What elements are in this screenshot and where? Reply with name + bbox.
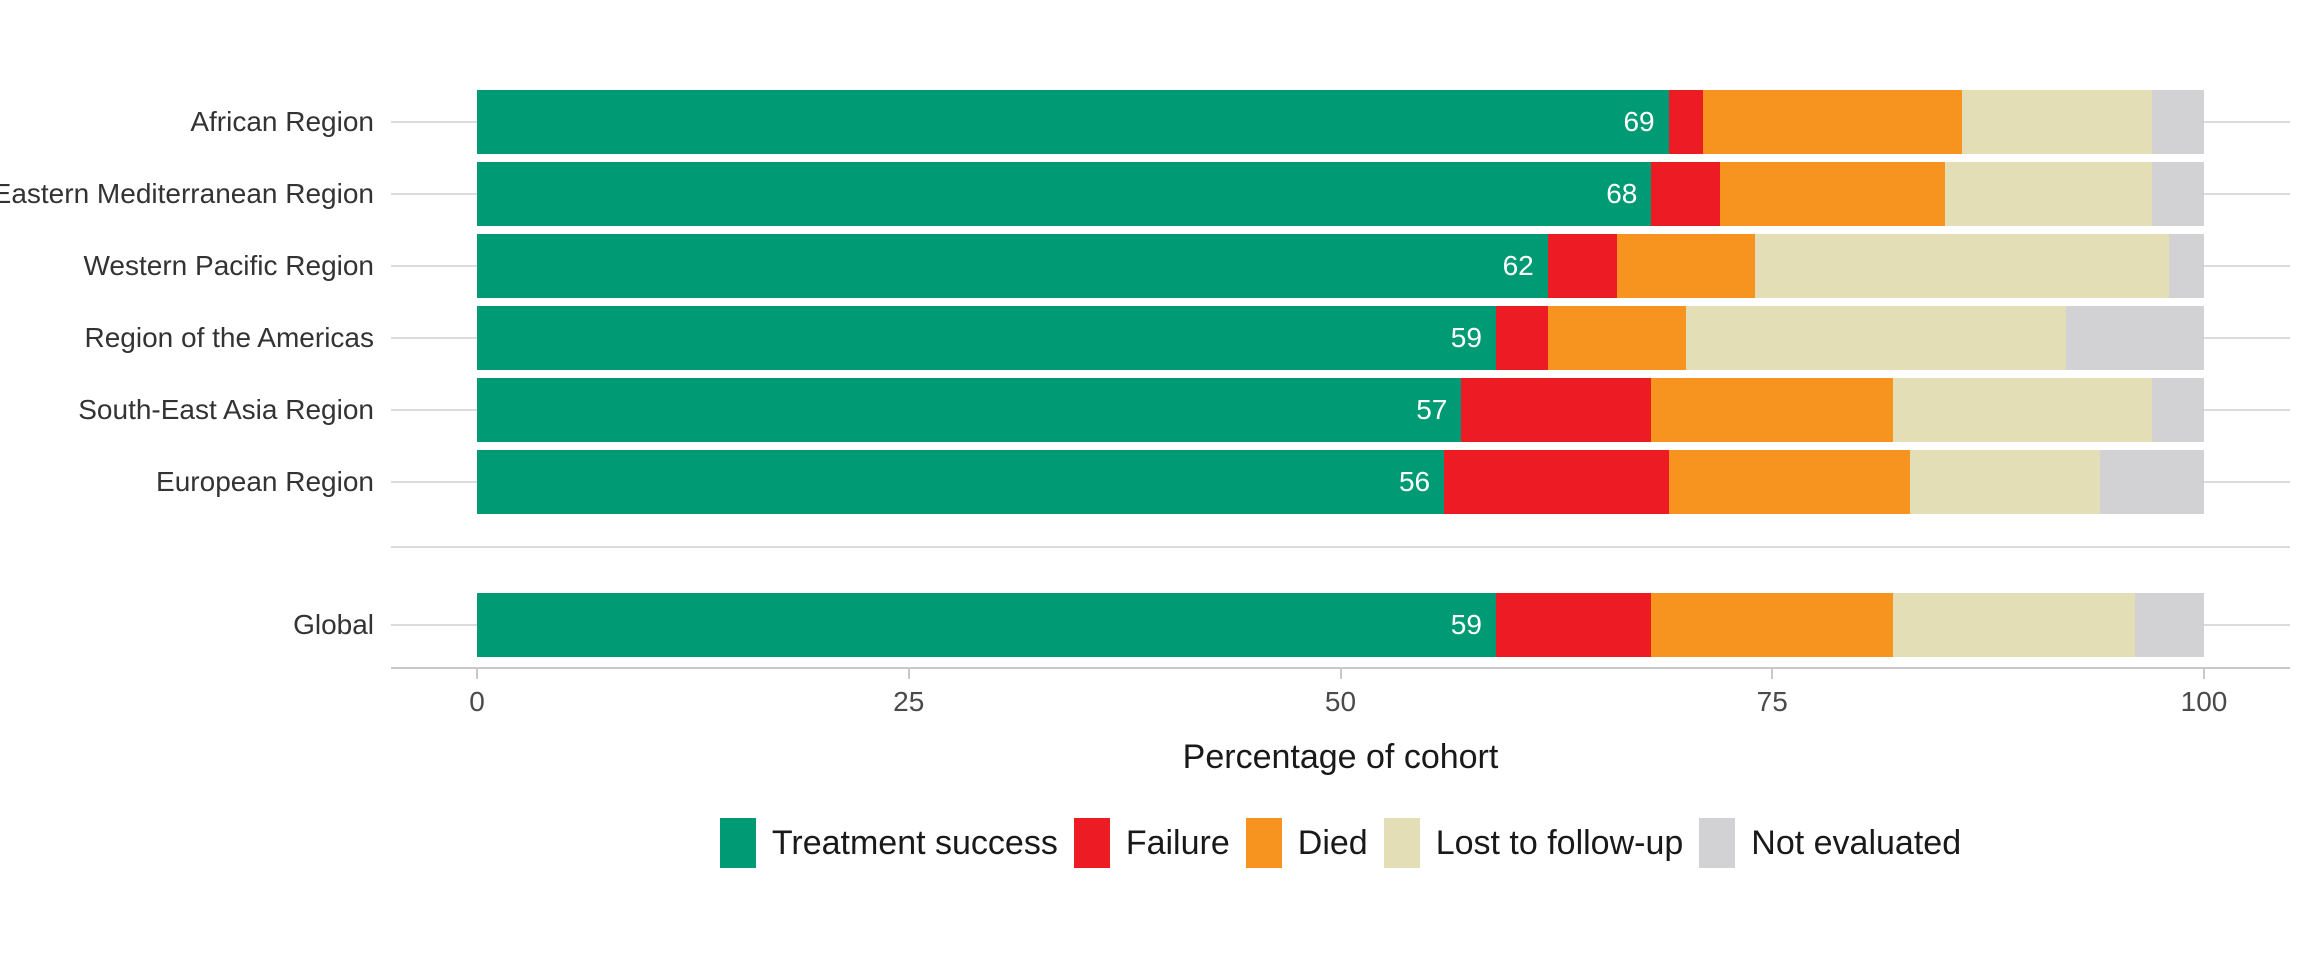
bar-segment-treatment-success bbox=[477, 162, 1652, 226]
bar-segment-died bbox=[1668, 450, 1911, 514]
legend-item-not-evaluated: Not evaluated bbox=[1699, 818, 1961, 868]
x-axis-tick bbox=[907, 669, 910, 679]
bar-segment-treatment-success bbox=[477, 593, 1496, 657]
group-separator-gridline bbox=[391, 546, 2290, 548]
bar-segment-not-evaluated bbox=[2100, 450, 2204, 514]
bar-segment-not-evaluated bbox=[2134, 593, 2204, 657]
bar-segment-lost-to-follow-up bbox=[1754, 234, 2170, 298]
bar-value-label: 68 bbox=[1606, 178, 1638, 209]
bar-segment-treatment-success bbox=[477, 90, 1669, 154]
x-axis-tick bbox=[1771, 669, 1774, 679]
legend-swatch-not-evaluated bbox=[1699, 818, 1736, 868]
stacked-bar-global bbox=[477, 593, 2204, 657]
bar-segment-not-evaluated bbox=[2152, 378, 2204, 442]
x-axis-tick-label: 100 bbox=[2180, 686, 2228, 717]
bar-segment-not-evaluated bbox=[2152, 90, 2204, 154]
row-label-african-region: African Region bbox=[190, 106, 374, 137]
stacked-bar-western-pacific-region bbox=[477, 234, 2204, 298]
bar-segment-treatment-success bbox=[477, 234, 1548, 298]
bar-segment-lost-to-follow-up bbox=[1910, 450, 2101, 514]
bar-segment-treatment-success bbox=[477, 450, 1445, 514]
bar-segment-died bbox=[1703, 90, 1963, 154]
bar-segment-lost-to-follow-up bbox=[1962, 90, 2153, 154]
bar-value-label: 62 bbox=[1502, 250, 1534, 281]
bar-segment-died bbox=[1616, 234, 1755, 298]
stacked-bar-eastern-mediterranean-region bbox=[477, 162, 2204, 226]
row-label-western-pacific-region: Western Pacific Region bbox=[83, 250, 375, 281]
legend-label: Lost to follow-up bbox=[1435, 823, 1684, 862]
bar-segment-failure bbox=[1495, 593, 1652, 657]
stacked-bar-region-of-the-americas bbox=[477, 306, 2204, 370]
bar-segment-failure bbox=[1461, 378, 1652, 442]
bar-segment-lost-to-follow-up bbox=[1944, 162, 2153, 226]
x-axis-tick-label: 75 bbox=[1756, 686, 1788, 717]
x-axis-line bbox=[391, 667, 2290, 669]
bar-segment-failure bbox=[1444, 450, 1669, 514]
bar-segment-failure bbox=[1668, 90, 1704, 154]
bar-segment-treatment-success bbox=[477, 378, 1462, 442]
legend-swatch-died bbox=[1245, 818, 1282, 868]
bar-segment-died bbox=[1651, 593, 1894, 657]
bar-segment-lost-to-follow-up bbox=[1685, 306, 2066, 370]
bar-segment-died bbox=[1720, 162, 1945, 226]
legend-label: Not evaluated bbox=[1751, 823, 1962, 862]
bar-value-label: 59 bbox=[1450, 609, 1482, 640]
legend-item-failure: Failure bbox=[1073, 818, 1230, 868]
row-label-eastern-mediterranean-region: Eastern Mediterranean Region bbox=[0, 178, 374, 209]
bar-segment-not-evaluated bbox=[2065, 306, 2204, 370]
bar-segment-died bbox=[1547, 306, 1686, 370]
bar-segment-not-evaluated bbox=[2152, 162, 2204, 226]
stacked-bar-african-region bbox=[477, 90, 2204, 154]
x-axis-title: Percentage of cohort bbox=[1182, 738, 1499, 776]
x-axis-tick bbox=[2203, 669, 2205, 679]
legend-item-treatment-success: Treatment success bbox=[719, 818, 1058, 868]
bar-segment-failure bbox=[1547, 234, 1617, 298]
legend-swatch-treatment-success bbox=[719, 818, 756, 868]
x-axis-tick-label: 50 bbox=[1324, 686, 1357, 717]
bar-segment-failure bbox=[1495, 306, 1548, 370]
bar-segment-died bbox=[1651, 378, 1894, 442]
stacked-bar-european-region bbox=[477, 450, 2204, 514]
bar-value-label: 59 bbox=[1450, 322, 1482, 353]
stacked-bar-south-east-asia-region bbox=[477, 378, 2204, 442]
bar-value-label: 57 bbox=[1416, 394, 1448, 425]
legend-item-lost-to-follow-up: Lost to follow-up bbox=[1383, 818, 1684, 868]
row-label-european-region: European Region bbox=[156, 466, 374, 497]
legend-label: Died bbox=[1297, 823, 1368, 862]
bar-segment-lost-to-follow-up bbox=[1893, 378, 2153, 442]
x-axis-tick bbox=[476, 669, 478, 679]
legend: Treatment success Failure Died Lost to foll… bbox=[391, 818, 2290, 868]
legend-label: Treatment success bbox=[771, 823, 1058, 862]
row-label-global: Global bbox=[293, 609, 374, 640]
bar-segment-failure bbox=[1651, 162, 1721, 226]
x-axis-tick-label: 0 bbox=[469, 686, 485, 717]
bar-segment-lost-to-follow-up bbox=[1893, 593, 2135, 657]
bar-value-label: 69 bbox=[1623, 106, 1655, 137]
legend-swatch-failure bbox=[1073, 818, 1110, 868]
row-label-region-of-the-americas: Region of the Americas bbox=[84, 322, 375, 353]
x-axis-tick bbox=[1339, 669, 1342, 679]
bar-value-label: 56 bbox=[1398, 466, 1431, 497]
legend-swatch-lost-to-follow-up bbox=[1383, 818, 1420, 868]
bar-segment-not-evaluated bbox=[2169, 234, 2204, 298]
legend-label: Failure bbox=[1125, 823, 1230, 862]
legend-item-died: Died bbox=[1245, 818, 1368, 868]
x-axis-tick-label: 25 bbox=[893, 686, 925, 717]
bar-segment-treatment-success bbox=[477, 306, 1496, 370]
row-label-south-east-asia-region: South-East Asia Region bbox=[78, 394, 374, 425]
